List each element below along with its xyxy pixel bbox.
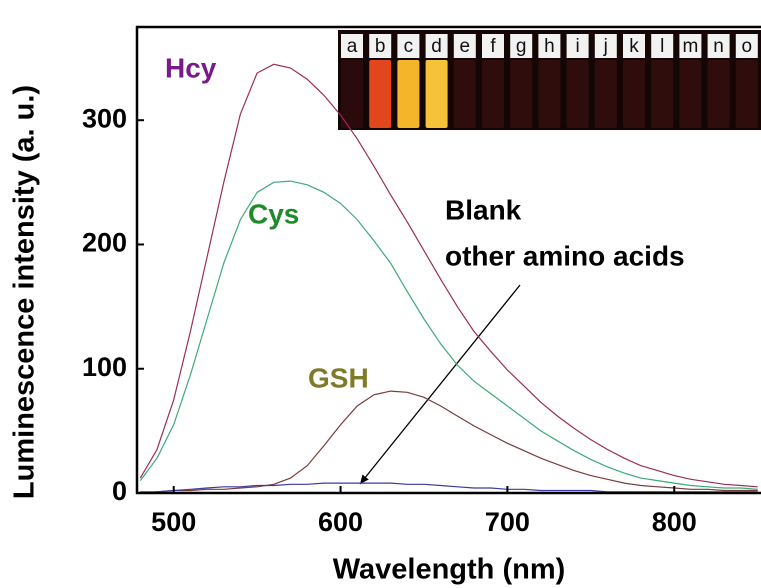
label-box <box>707 34 730 58</box>
label-box <box>594 34 617 58</box>
vial <box>594 60 617 128</box>
vial <box>482 60 504 128</box>
vial <box>623 60 645 128</box>
label-box <box>538 34 561 58</box>
annotation-arrow <box>359 284 521 485</box>
inset-letter: k <box>629 36 639 57</box>
vial <box>425 60 448 128</box>
vial <box>566 60 589 128</box>
label-box <box>510 34 533 58</box>
inset-letter: d <box>431 36 442 57</box>
spectrum-line <box>139 180 758 490</box>
label-box <box>397 34 420 58</box>
vial <box>651 60 674 128</box>
inset-letter: m <box>682 36 698 57</box>
label-box <box>453 34 476 58</box>
curve-label: Hcy <box>165 52 217 83</box>
x-tick-label: 600 <box>318 507 363 537</box>
inset-letter: o <box>742 36 753 57</box>
spectrum-line <box>140 390 758 493</box>
inset-letter: g <box>516 36 527 57</box>
inset-letter: c <box>404 36 414 57</box>
y-tick-label: 0 <box>112 476 127 506</box>
vial <box>735 60 758 128</box>
x-tick-label: 700 <box>485 507 530 537</box>
label-box <box>482 34 504 58</box>
vial <box>510 60 533 128</box>
y-tick-label: 200 <box>82 228 127 258</box>
y-tick-label: 100 <box>82 352 127 382</box>
label-box <box>651 34 674 58</box>
y-tick-label: 300 <box>82 103 127 133</box>
vial <box>369 60 392 128</box>
inset-letter: i <box>575 36 579 57</box>
vial <box>397 60 420 128</box>
inset-letter: j <box>603 36 608 57</box>
vial <box>538 60 561 128</box>
x-tick-label: 800 <box>652 507 697 537</box>
label-box <box>425 34 448 58</box>
spectrum-line <box>139 63 758 488</box>
curve-label: Cys <box>248 198 299 229</box>
x-tick-label: 500 <box>151 507 196 537</box>
vial <box>707 60 730 128</box>
label-box <box>566 34 589 58</box>
axes-frame <box>135 25 761 495</box>
inset-letter: l <box>660 36 664 57</box>
inset-letter: e <box>460 36 471 57</box>
inset-letter: h <box>544 36 555 57</box>
vial <box>679 60 702 128</box>
annotation: other amino acids <box>445 240 685 271</box>
label-box <box>341 34 363 58</box>
inset-letter: b <box>375 36 386 57</box>
annotation: Blank <box>445 194 522 225</box>
inset-letter: f <box>490 36 496 57</box>
label-box <box>679 34 702 58</box>
inset-letter: a <box>347 36 358 57</box>
curve-label: GSH <box>308 362 369 393</box>
y-axis-title: Luminescence intensity (a. u.) <box>9 85 41 499</box>
x-axis-title: Wavelength (nm) <box>333 554 566 586</box>
vial <box>453 60 476 128</box>
label-box <box>623 34 645 58</box>
label-box <box>369 34 392 58</box>
inset-letter: n <box>713 36 724 57</box>
vial <box>341 60 363 128</box>
label-box <box>735 34 758 58</box>
